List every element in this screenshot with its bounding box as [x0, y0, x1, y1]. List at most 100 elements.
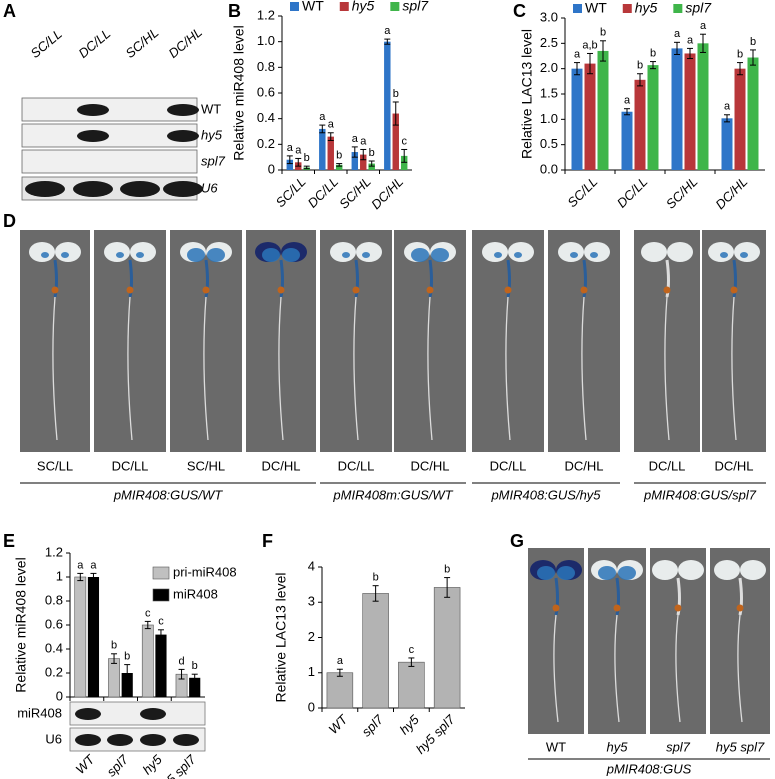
root — [553, 614, 559, 723]
cotyledon — [558, 242, 584, 262]
error-bar — [351, 146, 358, 158]
shoot-apex — [663, 286, 671, 294]
significance-letter: a — [319, 111, 326, 123]
error-bar — [444, 577, 451, 598]
error-bar — [286, 155, 293, 165]
error-bar — [336, 163, 343, 167]
y-tick-label: 0.8 — [257, 59, 275, 74]
significance-letter: c — [158, 616, 164, 628]
hypocotyl — [279, 259, 284, 298]
significance-letter: b — [336, 149, 342, 161]
blot-band — [77, 104, 109, 116]
error-bar — [687, 47, 693, 60]
bar — [319, 128, 326, 170]
x-tick-label: hy5 spl7 — [413, 711, 458, 756]
gus-stain — [116, 252, 124, 258]
error-bar — [368, 160, 375, 167]
root — [731, 296, 737, 441]
significance-letter: b — [373, 572, 379, 584]
panel-letter: F — [262, 531, 273, 551]
bar — [697, 43, 709, 171]
bar — [684, 53, 696, 170]
hypocotyl — [53, 259, 58, 298]
gus-stain — [557, 566, 575, 580]
cotyledon — [508, 242, 534, 262]
hypocotyl — [615, 577, 620, 616]
shoot-apex — [736, 604, 744, 612]
significance-letter: a — [687, 34, 694, 46]
y-tick-label: 0.2 — [257, 136, 275, 151]
significance-letter: b — [737, 48, 743, 60]
seedling-label: DC/LL — [490, 458, 527, 473]
x-tick-label: WT — [326, 711, 352, 737]
bar — [121, 673, 133, 697]
significance-letter: b — [192, 660, 198, 672]
error-bar — [574, 62, 580, 76]
root — [505, 296, 511, 441]
significance-letter: a — [674, 28, 681, 40]
blot-band — [167, 130, 199, 142]
gus-stain — [342, 252, 350, 258]
root — [614, 614, 620, 723]
bar — [392, 113, 399, 170]
root — [427, 296, 433, 441]
bar — [433, 587, 461, 709]
panel-letter: C — [513, 1, 526, 21]
error-bar — [637, 73, 643, 87]
cotyledon — [714, 560, 740, 580]
blot-column-label: DC/HL — [165, 24, 205, 61]
bar — [368, 163, 375, 170]
hypocotyl — [128, 259, 133, 298]
shoot-apex — [126, 286, 134, 294]
hypocotyl — [676, 577, 681, 616]
error-bar — [111, 653, 118, 664]
error-bar — [144, 620, 151, 630]
hypocotyl — [582, 259, 587, 298]
legend-swatch — [622, 4, 632, 13]
bar — [634, 79, 646, 170]
blot-band — [140, 734, 166, 746]
gus-stain — [598, 566, 616, 580]
blot-row-label: U6 — [45, 731, 62, 746]
seedling-label: WT — [546, 739, 566, 754]
error-bar — [90, 572, 97, 582]
x-tick-label: SC/LL — [273, 174, 309, 210]
shoot-apex — [552, 604, 560, 612]
bar — [141, 624, 154, 698]
bar — [360, 154, 367, 170]
seedling-label: SC/HL — [187, 458, 225, 473]
significance-letter: c — [145, 607, 151, 619]
error-bar — [372, 585, 379, 602]
significance-letter: b — [393, 88, 399, 100]
y-tick-label: 0.4 — [45, 640, 63, 655]
gus-stain — [262, 248, 280, 262]
hypocotyl — [204, 259, 209, 298]
bar — [384, 41, 391, 170]
error-bar — [191, 673, 198, 682]
y-tick-label: 2.5 — [540, 35, 558, 50]
x-tick-label: SC/LL — [564, 174, 600, 210]
hypocotyl — [354, 259, 359, 298]
cotyledon — [652, 560, 678, 580]
bar — [335, 164, 343, 170]
gus-stain — [187, 248, 205, 262]
bar — [597, 50, 609, 170]
legend-swatch — [152, 566, 170, 580]
x-tick-label: DC/LL — [305, 174, 342, 211]
significance-letter: b — [124, 651, 130, 663]
gus-stain — [720, 252, 728, 258]
root — [664, 296, 670, 441]
bar — [87, 577, 100, 697]
blot-band — [75, 734, 101, 746]
seedling-label: DC/LL — [338, 458, 375, 473]
root — [203, 296, 209, 441]
x-tick-label: hy5 — [396, 711, 422, 737]
legend-swatch — [673, 4, 683, 13]
significance-letter: a — [328, 119, 335, 131]
y-tick-label: 1.0 — [257, 33, 275, 48]
significance-letter: b — [650, 47, 656, 59]
blot-band — [25, 181, 65, 197]
cotyledon — [104, 242, 130, 262]
blot-row-label: WT — [201, 101, 221, 116]
